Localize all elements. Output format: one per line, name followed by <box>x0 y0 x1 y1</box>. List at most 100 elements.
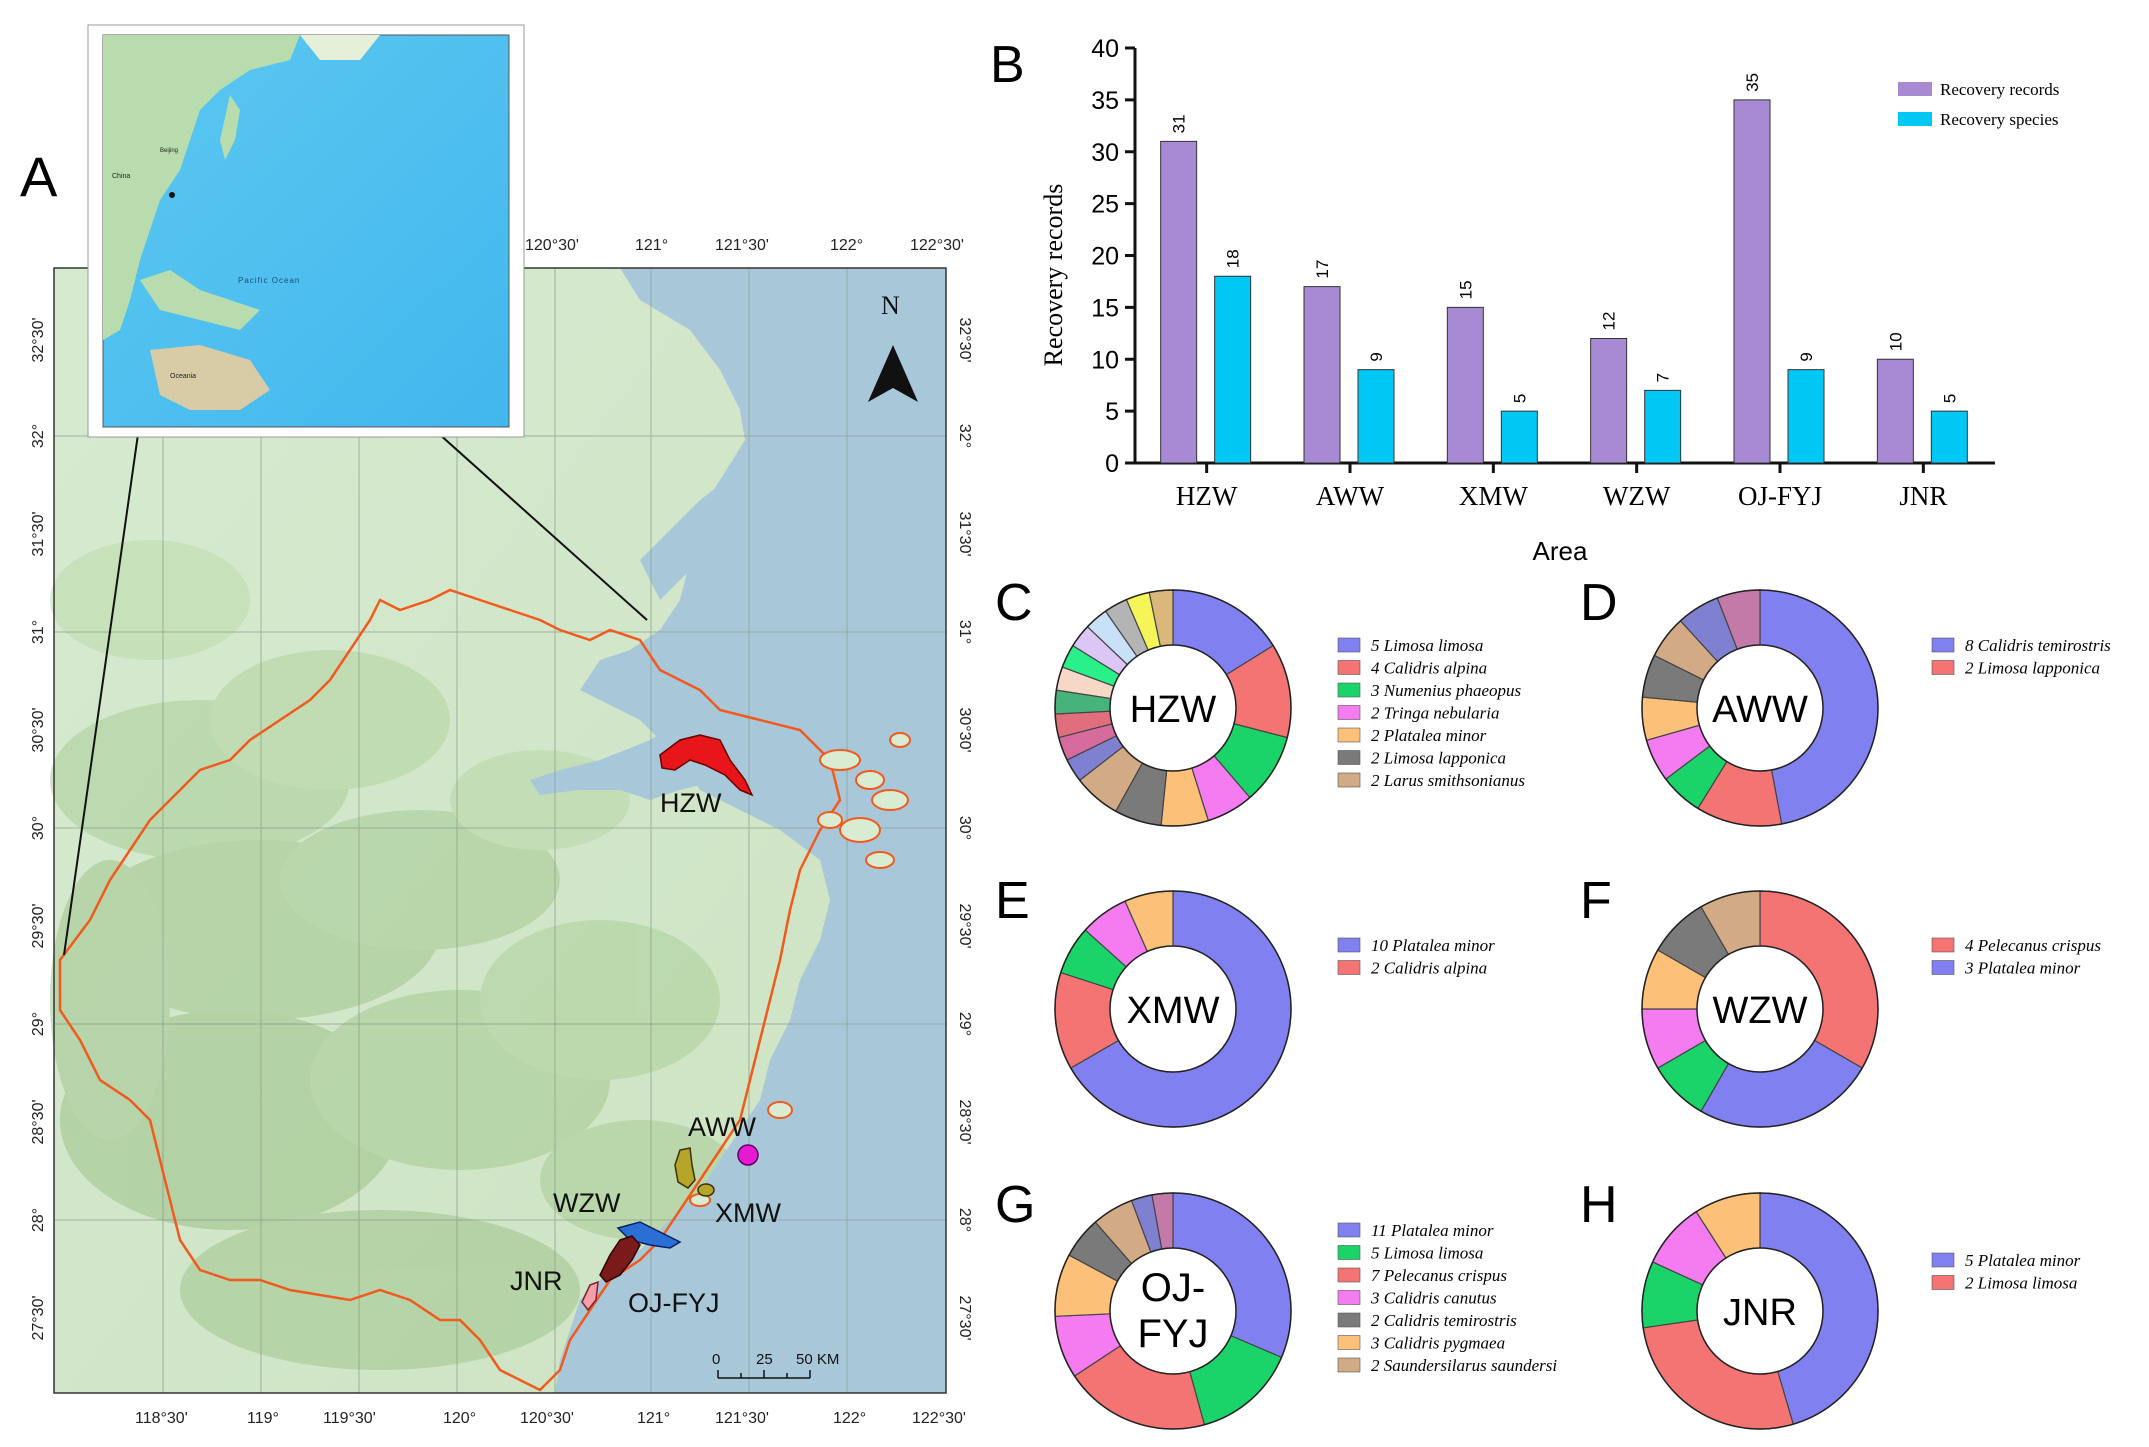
top-lon-tick-2: 121° <box>635 237 668 254</box>
lat-tick-right: 28° <box>956 1208 973 1232</box>
bar-chart: 0 5 10 15 20 25 30 35 40 31 18 HZW 17 9 AWW 15 5 XMW 12 7 WZ… <box>1091 35 2059 511</box>
panel-label-h: H <box>1580 1176 1618 1234</box>
donut-legend-swatch <box>1337 1222 1361 1238</box>
lat-tick-left: 27°30' <box>30 1295 47 1340</box>
lat-tick-left: 29° <box>30 1012 47 1036</box>
lat-tick-right: 28°30' <box>956 1099 973 1144</box>
bar-y-tick-label: 40 <box>1091 35 1119 63</box>
scale-bar: 0 25 50 KM <box>712 1351 839 1379</box>
terrain-shading <box>50 540 740 1370</box>
bar-category-label: OJ-FYJ <box>1738 481 1822 511</box>
donut-charts: C HZW 5 Limosa limosa 4 Calidris alpina 3 Nu… <box>995 574 2111 1430</box>
bar-value-label: 9 <box>1797 352 1816 361</box>
donut-hole <box>1696 945 1824 1073</box>
donut-hole <box>1109 1247 1237 1375</box>
site-label-wzw: WZW <box>553 1188 621 1218</box>
donut-hole <box>1696 644 1824 772</box>
bar-species <box>1644 389 1682 464</box>
bar-y-tick-label: 10 <box>1091 346 1119 374</box>
site-xmw-polygon <box>697 1183 715 1197</box>
donut-legend-label: 8 Calidris temirostris <box>1965 636 2111 655</box>
bar-species <box>1214 275 1252 464</box>
bottom-lon-tick-8: 122° <box>833 1410 866 1427</box>
bar-value-label: 10 <box>1886 332 1905 351</box>
site-hzw-polygon <box>659 734 754 797</box>
donut-legend-label: 7 Pelecanus crispus <box>1371 1266 1507 1285</box>
map-panel: A <box>20 24 973 1427</box>
donut-outline <box>1641 589 1879 827</box>
top-lon-tick-5: 122°30' <box>910 237 964 254</box>
bottom-lon-tick-9: 122°30' <box>912 1410 966 1427</box>
site-label-ojfyj: OJ-FYJ <box>628 1288 720 1318</box>
panel-label-c: C <box>995 574 1033 632</box>
lat-tick-left: 30°30' <box>30 707 47 752</box>
bottom-lon-tick-6: 121° <box>637 1410 670 1427</box>
donut-legend-swatch <box>1337 1357 1361 1373</box>
coastal-islands <box>689 732 911 1207</box>
bar-category-label: WZW <box>1603 481 1671 511</box>
bar-records <box>1160 140 1198 464</box>
lat-tick-left: 30° <box>30 816 47 840</box>
site-label-xmw: XMW <box>715 1198 782 1228</box>
yangtze-river <box>640 470 760 600</box>
bar-value-label: 5 <box>1510 394 1529 403</box>
inset-label-pacific: Pacific Ocean <box>238 276 300 285</box>
donut-legend-label: 5 Limosa limosa <box>1371 1244 1483 1263</box>
bottom-lon-tick-4: 120° <box>443 1410 476 1427</box>
donut-legend-label: 2 Limosa limosa <box>1965 1274 2077 1293</box>
donut-legend-label: 2 Tringa nebularia <box>1371 704 1499 723</box>
province-boundary <box>58 588 842 1392</box>
donut-legend-label: 3 Numenius phaeopus <box>1370 681 1522 700</box>
bar-records <box>1590 338 1628 464</box>
top-lon-tick-1: 120°30' <box>525 237 579 254</box>
bar-value-label: 17 <box>1313 260 1332 279</box>
donut-legend-label: 11 Platalea minor <box>1371 1221 1494 1240</box>
site-aww-polygon <box>674 1147 696 1189</box>
lat-tick-right: 30° <box>956 816 973 840</box>
bar-legend-swatch <box>1898 112 1932 126</box>
bar-value-label: 7 <box>1654 373 1673 382</box>
donut-legend-swatch <box>1337 1335 1361 1350</box>
bar-category-label: HZW <box>1176 481 1238 511</box>
bar-y-tick-label: 35 <box>1091 87 1119 115</box>
donut-legend-label: 5 Platalea minor <box>1965 1251 2081 1270</box>
site-jnr-polygon <box>581 1280 599 1312</box>
top-lon-tick-4: 122° <box>830 237 863 254</box>
donut-legend-swatch <box>1337 1245 1361 1260</box>
hangzhou-bay <box>530 700 760 800</box>
donut-legend-label: 3 Platalea minor <box>1964 959 2081 978</box>
bar-records <box>1876 358 1914 464</box>
lat-tick-left: 31°30' <box>30 511 47 556</box>
inset-map: China Beijing Pacific Ocean Oceania <box>87 24 525 438</box>
top-lon-tick-3: 121°30' <box>715 237 769 254</box>
lat-tick-left: 29°30' <box>30 903 47 948</box>
donut-legend-label: 4 Pelecanus crispus <box>1965 936 2101 955</box>
bottom-lon-tick-3: 119°30' <box>323 1410 376 1427</box>
donut-center-label: OJ-FYJ <box>1137 1266 1208 1356</box>
bottom-lon-tick-5: 120°30' <box>520 1410 574 1427</box>
bar-value-label: 18 <box>1224 249 1243 268</box>
sea-area <box>555 268 946 1393</box>
bar-records <box>1733 99 1771 464</box>
bar-category-label: XMW <box>1459 481 1529 511</box>
bar-value-label: 12 <box>1600 312 1619 331</box>
lat-tick-left: 32°30' <box>30 317 47 362</box>
lat-tick-left: 28°30' <box>30 1099 47 1144</box>
lat-tick-right: 31° <box>956 620 973 644</box>
bar-x-axis-title: Area <box>1533 536 1588 566</box>
donut-legend-swatch <box>1931 637 1955 653</box>
donut-legend-swatch <box>1337 727 1361 743</box>
panel-label-b: B <box>990 36 1025 94</box>
lat-tick-right: 31°30' <box>956 511 973 556</box>
bar-species <box>1930 410 1968 464</box>
site-aww-point <box>737 1144 759 1166</box>
donut-outline <box>1641 1192 1879 1430</box>
bar-species <box>1787 369 1825 464</box>
bar-y-tick-label: 5 <box>1105 398 1119 426</box>
panel-label-d: D <box>1580 574 1618 632</box>
donut-e: E XMW 10 Platalea minor 2 Calidris alpina <box>995 872 1495 1128</box>
donut-legend-swatch <box>1337 637 1361 653</box>
bar-species <box>1500 410 1538 464</box>
site-ojfyj-polygon <box>599 1235 641 1283</box>
